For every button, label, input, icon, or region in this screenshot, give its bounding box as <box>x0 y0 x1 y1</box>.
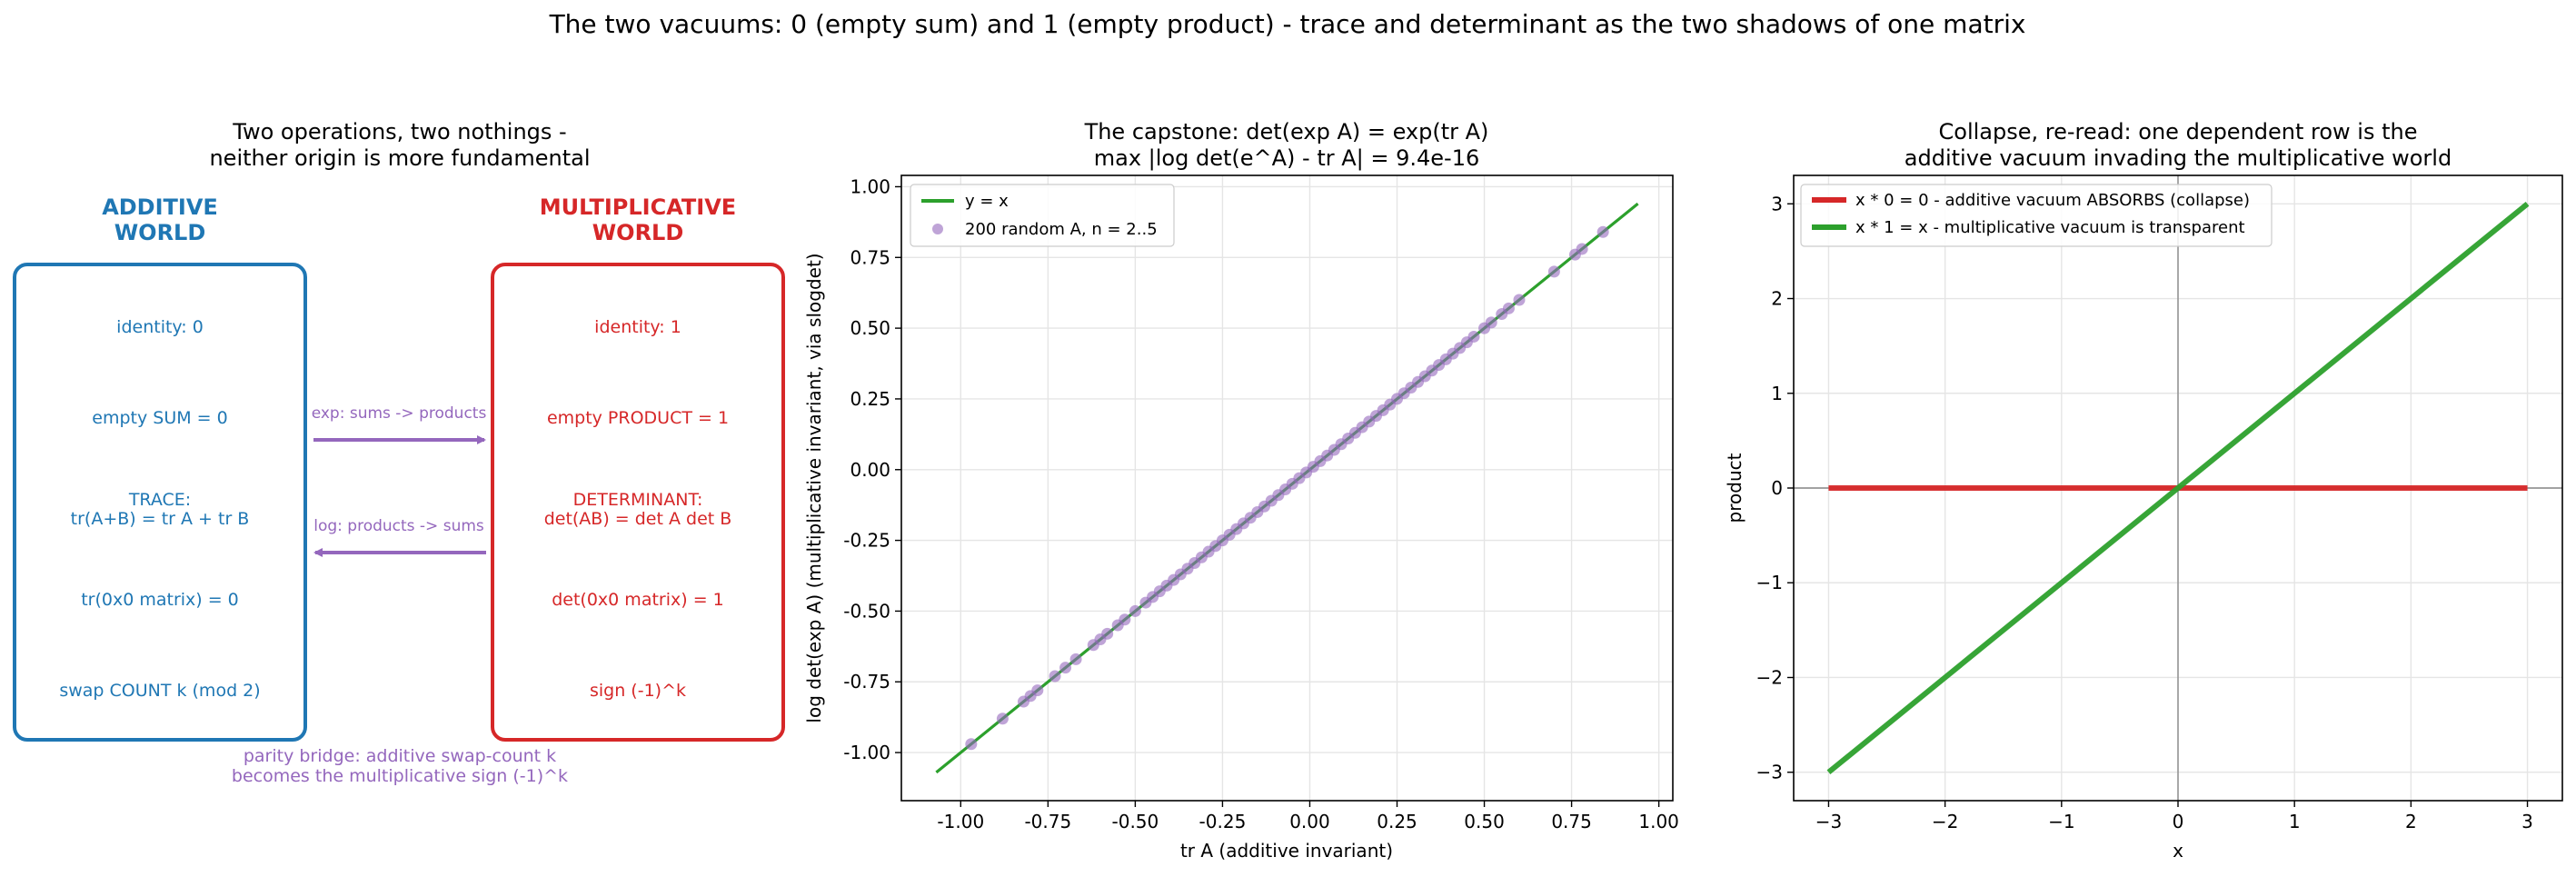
bridge-note-line2: becomes the multiplicative sign (-1)^k <box>232 766 568 786</box>
chart3-x-tick-label: 1 <box>2289 811 2301 832</box>
additive-header-line2: WORLD <box>114 220 206 245</box>
chart2-x-axis-label: tr A (additive invariant) <box>1180 840 1393 862</box>
exp-arrow-label: exp: sums -> products <box>312 404 487 423</box>
chart2-y-tick-label: 0.25 <box>850 388 890 410</box>
chart2-plot-frame <box>900 174 1674 802</box>
chart2-title-line1: The capstone: det(exp A) = exp(tr A) <box>1084 119 1489 145</box>
chart2-y-tick-label: -0.75 <box>843 671 890 693</box>
scatter-point <box>1129 604 1141 617</box>
additive-world-box <box>13 263 307 742</box>
panel1-title-line2: neither origin is more fundamental <box>209 145 590 171</box>
multiplicative-det-rule: det(AB) = det A det B <box>544 509 732 529</box>
chart3-y-tick-label: −2 <box>1756 666 1783 688</box>
chart3-x-tick-label: −3 <box>1815 811 1842 832</box>
scatter-point <box>1059 662 1072 674</box>
chart3-y-tick-label: 1 <box>1771 383 1783 404</box>
chart3-x-tick-label: 2 <box>2405 811 2417 832</box>
chart2-y-axis-label: log det(exp A) (multiplicative invariant… <box>803 253 825 723</box>
multiplicative-header-line1: MULTIPLICATIVE <box>540 194 736 220</box>
chart2-y-tick-label: -1.00 <box>843 742 890 763</box>
multiplicative-empty-product: empty PRODUCT = 1 <box>547 408 729 428</box>
additive-trace-empty: tr(0x0 matrix) = 0 <box>81 590 239 610</box>
additive-header-line1: ADDITIVE <box>102 194 218 220</box>
scatter-point <box>1069 653 1082 665</box>
series-identity-product-line <box>1826 201 2530 775</box>
chart3-title-line1: Collapse, re-read: one dependent row is … <box>1939 119 2418 145</box>
chart2-x-tick-label: -0.50 <box>1112 811 1159 832</box>
multiplicative-world-box <box>491 263 785 742</box>
chart3-title-line2: additive vacuum invading the multiplicat… <box>1905 145 2452 171</box>
chart3-plot-frame <box>1793 174 2563 802</box>
scatter-point <box>1119 613 1131 626</box>
chart-collapse: Collapse, re-read: one dependent row is … <box>1724 119 2563 862</box>
chart3-x-axis-label: x <box>2173 840 2183 862</box>
chart3-x-tick-label: −2 <box>1932 811 1958 832</box>
chart2-x-tick-label: -1.00 <box>937 811 984 832</box>
scatter-point <box>1101 627 1114 640</box>
figure-suptitle: The two vacuums: 0 (empty sum) and 1 (em… <box>549 9 2026 39</box>
scatter-point <box>965 738 978 751</box>
chart-capstone: The capstone: det(exp A) = exp(tr A) max… <box>803 119 1679 862</box>
scatter-point <box>996 713 1009 725</box>
legend-label-identity-product: x * 1 = x - multiplicative vacuum is tra… <box>1855 218 2245 237</box>
scatter-point <box>1049 670 1061 683</box>
chart2-x-tick-label: 0.50 <box>1464 811 1505 832</box>
legend-swatch-random-matrices <box>932 224 943 234</box>
chart2-y-tick-label: 1.00 <box>850 175 890 197</box>
panel-two-worlds: Two operations, two nothings - neither o… <box>13 119 785 786</box>
additive-identity: identity: 0 <box>116 317 204 337</box>
legend-label-zero-product: x * 0 = 0 - additive vacuum ABSORBS (col… <box>1855 191 2250 210</box>
chart2-y-tick-label: -0.50 <box>843 600 890 622</box>
legend-label-random-matrices: 200 random A, n = 2..5 <box>965 220 1158 239</box>
scatter-point <box>1576 243 1588 255</box>
scatter-point <box>1485 316 1497 329</box>
chart2-x-tick-label: 0.75 <box>1551 811 1592 832</box>
chart3-y-tick-label: 3 <box>1771 193 1783 214</box>
chart2-y-tick-label: 0.75 <box>850 246 890 268</box>
chart3-y-tick-label: −1 <box>1756 572 1783 593</box>
chart2-y-tick-label: 0.00 <box>850 459 890 481</box>
multiplicative-header-line2: WORLD <box>592 220 684 245</box>
chart2-y-tick-label: -0.25 <box>843 530 890 552</box>
chart2-x-tick-label: 0.25 <box>1377 811 1417 832</box>
chart2-x-tick-label: 0.00 <box>1289 811 1330 832</box>
chart2-x-tick-label: -0.25 <box>1199 811 1247 832</box>
scatter-point <box>1467 330 1480 343</box>
panel1-title-line1: Two operations, two nothings - <box>232 119 566 145</box>
chart3-y-axis-label: product <box>1724 453 1746 523</box>
multiplicative-det-empty: det(0x0 matrix) = 1 <box>552 590 724 610</box>
chart3-x-tick-label: −1 <box>2048 811 2074 832</box>
additive-trace-rule: tr(A+B) = tr A + tr B <box>71 509 250 529</box>
scatter-point <box>1596 225 1609 238</box>
chart2-y-tick-label: 0.50 <box>850 317 890 339</box>
additive-trace-label: TRACE: <box>128 490 191 510</box>
chart3-y-tick-label: 2 <box>1771 288 1783 310</box>
legend-label-identity-line: y = x <box>965 192 1009 211</box>
chart3-x-tick-label: 0 <box>2173 811 2184 832</box>
scatter-point <box>1547 265 1560 278</box>
additive-empty-sum: empty SUM = 0 <box>92 408 227 428</box>
chart2-title-line2: max |log det(e^A) - tr A| = 9.4e-16 <box>1094 145 1479 171</box>
chart3-x-tick-label: 3 <box>2521 811 2533 832</box>
scatter-point <box>1031 684 1044 697</box>
chart3-legend: x * 0 = 0 - additive vacuum ABSORBS (col… <box>1800 184 2273 247</box>
chart3-y-tick-label: 0 <box>1771 477 1783 499</box>
chart2-x-tick-label: 1.00 <box>1638 811 1679 832</box>
chart3-y-tick-label: −3 <box>1756 762 1783 783</box>
scatter-point <box>1502 302 1515 314</box>
multiplicative-identity: identity: 1 <box>594 317 681 337</box>
multiplicative-det-label: DETERMINANT: <box>573 490 703 510</box>
multiplicative-sign: sign (-1)^k <box>590 681 686 701</box>
bridge-note-line1: parity bridge: additive swap-count k <box>244 746 556 766</box>
chart2-x-tick-label: -0.75 <box>1024 811 1071 832</box>
additive-swap-count: swap COUNT k (mod 2) <box>59 681 260 701</box>
scatter-point <box>1513 294 1526 306</box>
log-arrow-label: log: products -> sums <box>313 517 484 535</box>
chart2-legend: y = x 200 random A, n = 2..5 <box>910 184 1175 247</box>
